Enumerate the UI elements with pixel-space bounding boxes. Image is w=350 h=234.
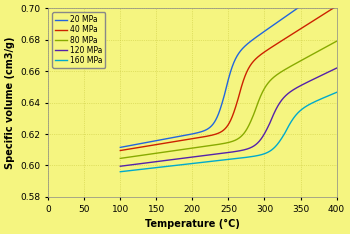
20 MPa xyxy=(299,4,303,7)
80 MPa xyxy=(274,74,278,77)
160 MPa xyxy=(241,156,245,159)
Line: 40 MPa: 40 MPa xyxy=(120,6,337,150)
40 MPa xyxy=(304,24,309,26)
Legend: 20 MPa, 40 MPa, 80 MPa, 120 MPa, 160 MPa: 20 MPa, 40 MPa, 80 MPa, 120 MPa, 160 MPa xyxy=(52,12,105,68)
20 MPa xyxy=(304,0,309,3)
20 MPa xyxy=(274,22,278,24)
160 MPa xyxy=(299,108,303,111)
X-axis label: Temperature (°C): Temperature (°C) xyxy=(145,219,240,229)
160 MPa xyxy=(223,158,228,161)
40 MPa xyxy=(274,43,278,46)
40 MPa xyxy=(241,79,245,82)
80 MPa xyxy=(223,142,228,145)
120 MPa xyxy=(299,84,303,87)
80 MPa xyxy=(241,133,245,135)
80 MPa xyxy=(304,56,308,59)
40 MPa xyxy=(223,127,228,130)
80 MPa xyxy=(299,59,303,62)
20 MPa xyxy=(304,1,308,4)
120 MPa xyxy=(304,81,308,84)
Line: 120 MPa: 120 MPa xyxy=(120,68,337,166)
Y-axis label: Specific volume (cm3/g): Specific volume (cm3/g) xyxy=(5,36,15,169)
80 MPa xyxy=(118,157,122,160)
120 MPa xyxy=(223,151,228,154)
120 MPa xyxy=(335,67,339,69)
20 MPa xyxy=(118,146,122,149)
20 MPa xyxy=(223,89,228,92)
80 MPa xyxy=(304,56,309,59)
40 MPa xyxy=(335,5,339,7)
20 MPa xyxy=(241,46,245,49)
120 MPa xyxy=(304,81,309,84)
40 MPa xyxy=(118,149,122,152)
160 MPa xyxy=(118,170,122,173)
160 MPa xyxy=(274,144,278,147)
120 MPa xyxy=(241,149,245,151)
40 MPa xyxy=(304,24,308,26)
120 MPa xyxy=(274,107,278,110)
160 MPa xyxy=(335,91,339,94)
Line: 20 MPa: 20 MPa xyxy=(120,0,337,147)
40 MPa xyxy=(299,27,303,30)
Line: 160 MPa: 160 MPa xyxy=(120,92,337,172)
120 MPa xyxy=(118,165,122,168)
160 MPa xyxy=(304,105,309,107)
Line: 80 MPa: 80 MPa xyxy=(120,41,337,158)
160 MPa xyxy=(304,105,308,108)
80 MPa xyxy=(335,40,339,43)
